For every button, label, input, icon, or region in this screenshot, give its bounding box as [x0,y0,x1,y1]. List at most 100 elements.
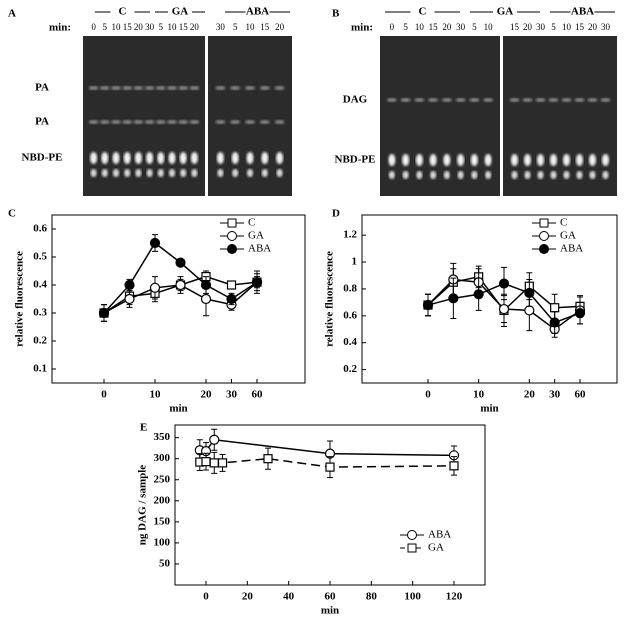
band [483,98,494,102]
bright-spot [602,171,609,179]
band-label: DAG [343,94,368,106]
x-tick-label: 60 [575,389,587,401]
band-label: NBD-PE [335,154,376,166]
bright-spot [146,169,153,177]
x-tick-label: 10 [473,389,485,401]
bright-spot [179,152,187,164]
bright-spot [550,154,557,166]
y-tick-label: 0.6 [33,223,47,235]
band [535,98,546,102]
lane-label: 5 [472,22,477,32]
lane-label: 20 [442,22,452,32]
data-point [124,279,135,291]
data-point [473,289,484,300]
lane-label: 15 [179,22,189,32]
y-tick-label: 300 [154,452,171,464]
legend-marker [407,530,417,540]
bright-spot [388,154,396,166]
bright-spot [576,171,583,179]
x-tick-label: 20 [524,389,536,401]
data-point [498,278,510,289]
group-label: ABA [571,6,594,18]
bright-spot [217,169,224,177]
data-point [422,299,434,311]
y-tick-label: 100 [154,536,171,548]
x-tick-label: 30 [549,389,561,401]
bright-spot [563,171,570,179]
bright-spot [537,154,544,166]
lane-label: 30 [216,22,226,32]
panel-label: E [140,422,147,434]
x-tick-label: 100 [404,591,421,603]
band [178,120,189,124]
band [99,120,110,124]
bright-spot [402,171,409,179]
bright-spot [511,171,518,179]
band [400,98,411,102]
data-point [200,279,212,291]
bright-spot [415,154,423,166]
lane-label: 10 [168,22,178,32]
band [548,98,559,102]
data-point [124,293,135,305]
data-point [325,462,335,472]
data-point [448,293,459,304]
bright-spot [135,169,142,177]
lane-label: 20 [588,22,598,32]
band [561,98,572,102]
x-tick-label: 10 [150,389,162,401]
bright-spot [457,154,465,166]
x-tick-label: 0 [101,389,107,401]
bright-spot [563,154,570,166]
legend-marker [539,231,549,241]
band [133,86,144,90]
bright-spot [113,169,119,177]
group-label: C [119,6,127,18]
bright-spot [589,154,596,166]
legend-label: GA [428,542,444,554]
bright-spot [191,169,198,177]
data-point [149,237,161,249]
bright-spot [168,152,176,164]
panel-label: B [332,8,340,20]
band [455,98,466,102]
band [274,120,285,124]
x-tick-label: 30 [226,389,238,401]
bright-spot [550,171,557,179]
y-tick-label: 0.8 [343,282,357,294]
band [99,86,110,90]
bright-spot [90,152,98,164]
gel-image [380,36,500,196]
gel-image [503,36,617,196]
bright-spot [180,169,187,177]
y-axis-label: relative fluorescence [324,251,336,347]
data-point [549,317,560,328]
band [122,86,133,90]
data-point [524,305,535,316]
bright-spot [157,152,165,164]
data-point [200,293,212,305]
bright-spot [276,169,283,177]
band [259,120,270,124]
band-label: PA [35,116,49,128]
lane-label: 5 [159,22,164,32]
legend-label: C [248,217,255,229]
y-tick-label: 200 [154,494,171,506]
band [189,86,200,90]
band [88,120,99,124]
bright-spot [169,169,175,177]
legend-marker [227,244,237,254]
lane-label: 30 [536,22,546,32]
bright-spot [112,152,120,164]
band [189,120,200,124]
data-point [226,293,237,305]
data-point [209,434,220,445]
band [133,120,144,124]
bright-spot [231,152,239,164]
y-axis-label: relative fluorescence [14,251,26,347]
bright-spot [443,171,450,179]
band [215,120,226,124]
data-point [550,303,560,313]
x-tick-label: 80 [366,591,378,603]
bright-spot [524,154,531,166]
